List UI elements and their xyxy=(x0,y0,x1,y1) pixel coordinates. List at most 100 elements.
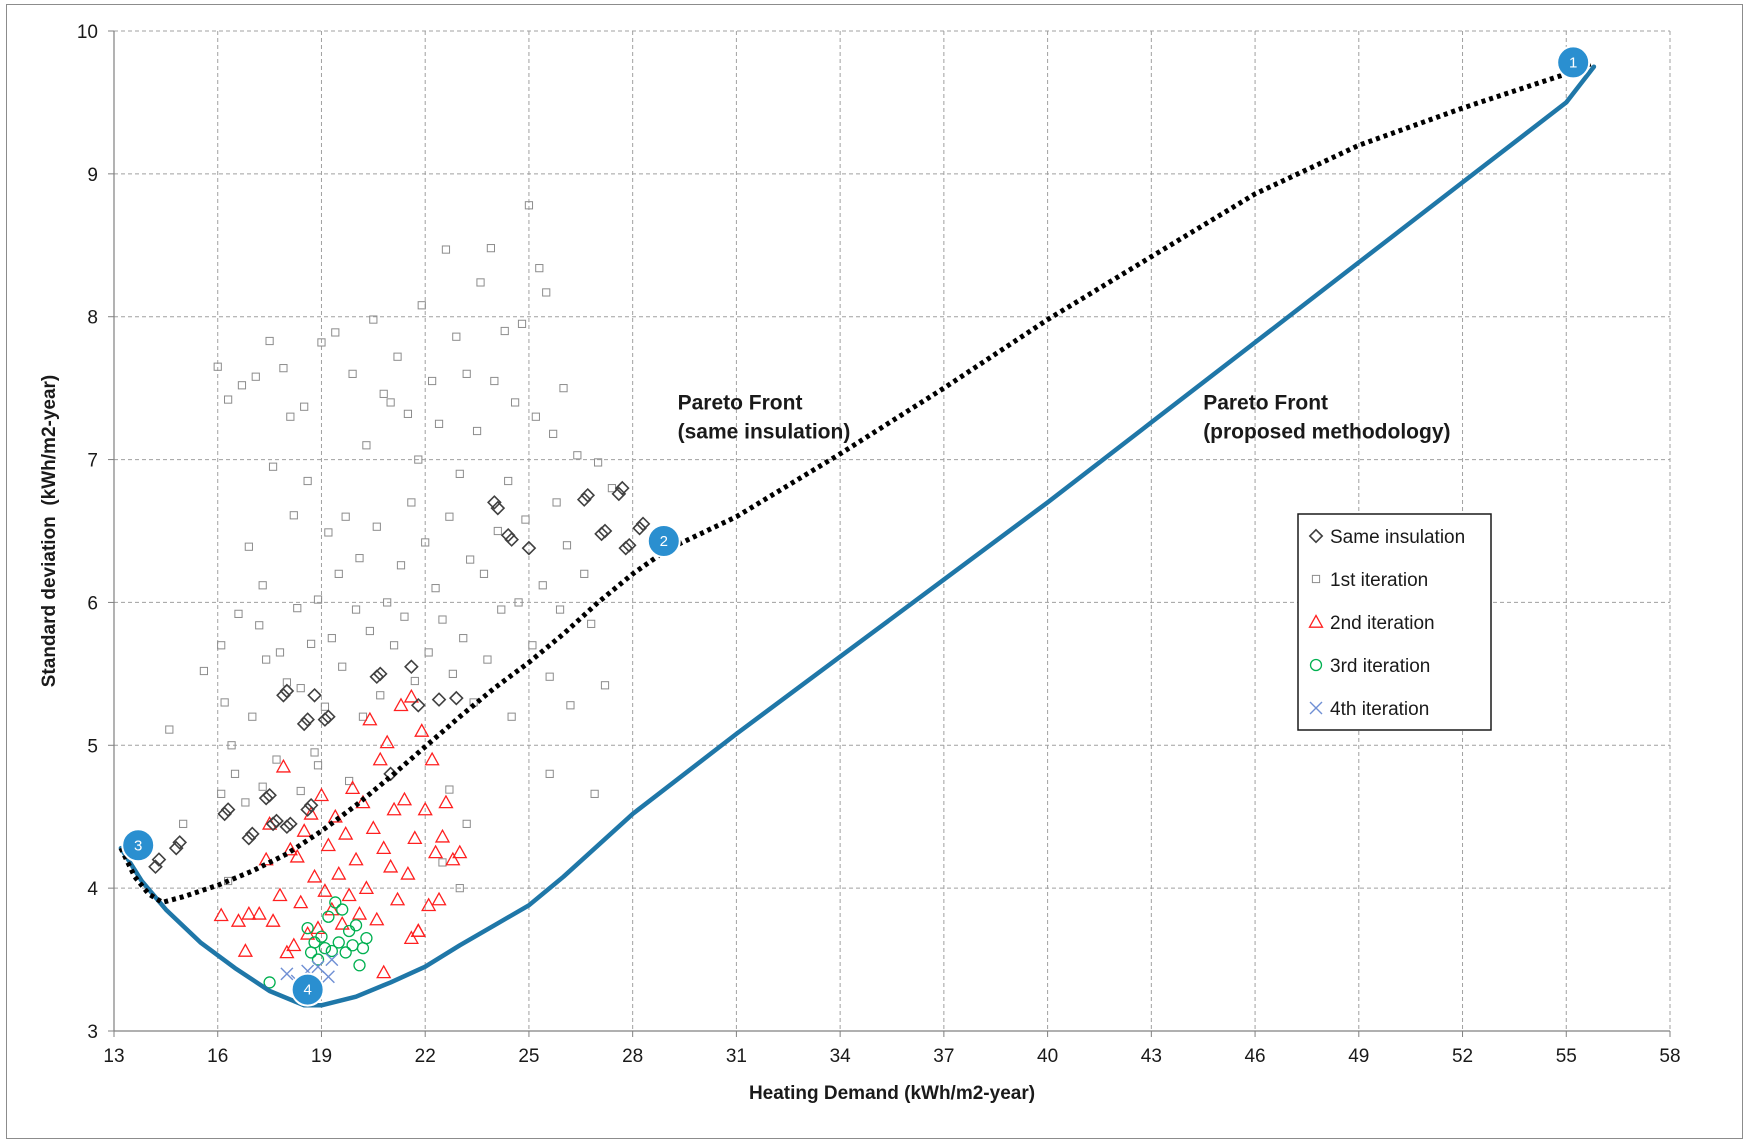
legend-label: 1st iteration xyxy=(1330,570,1428,591)
first-iteration-point xyxy=(459,634,468,643)
legend-marker xyxy=(1308,614,1324,628)
second-iteration-point xyxy=(213,907,229,922)
x-tick-label: 22 xyxy=(415,1046,436,1067)
second-iteration-point xyxy=(403,688,419,703)
pareto-front-same-insulation-line xyxy=(118,61,1592,905)
same-insulation-point xyxy=(635,516,651,532)
legend-label: 3rd iteration xyxy=(1330,656,1430,677)
first-iteration-point xyxy=(289,511,298,520)
first-iteration-point xyxy=(441,245,451,254)
first-iteration-point xyxy=(220,698,229,707)
fourth-iteration-point xyxy=(321,970,335,984)
first-iteration-point xyxy=(310,748,319,757)
pareto-annotation-title: Pareto Front xyxy=(1203,392,1328,415)
badge-label: 3 xyxy=(134,837,142,854)
first-iteration-point xyxy=(300,402,309,411)
second-iteration-point xyxy=(365,820,381,834)
first-iteration-point xyxy=(275,648,285,657)
first-iteration-point xyxy=(587,619,596,628)
first-iteration-point xyxy=(504,476,513,486)
x-tick-label: 52 xyxy=(1452,1046,1473,1067)
first-iteration-point xyxy=(348,369,357,378)
x-tick-label: 16 xyxy=(207,1046,228,1067)
same-insulation-point xyxy=(576,492,592,507)
same-insulation-point xyxy=(490,500,506,516)
same-insulation-point xyxy=(276,687,291,703)
third-iteration-point xyxy=(263,976,276,989)
same-insulation-point xyxy=(410,697,426,713)
x-tick-label: 55 xyxy=(1556,1046,1577,1067)
first-iteration-point xyxy=(217,789,226,798)
first-iteration-point xyxy=(255,621,264,630)
first-iteration-point xyxy=(265,336,274,346)
second-iteration-point xyxy=(241,906,257,920)
first-iteration-point xyxy=(580,569,589,578)
second-iteration-point xyxy=(275,758,292,773)
same-insulation-point xyxy=(241,830,257,846)
same-insulation-point xyxy=(269,813,284,829)
first-iteration-point xyxy=(306,639,316,648)
first-iteration-point xyxy=(431,584,440,593)
second-iteration-point xyxy=(265,913,281,927)
first-iteration-point xyxy=(476,278,485,287)
first-iteration-point xyxy=(400,612,409,621)
third-iteration-point xyxy=(339,946,352,959)
first-iteration-point xyxy=(531,412,540,421)
first-iteration-point xyxy=(538,581,547,590)
first-iteration-point xyxy=(545,672,554,681)
second-iteration-point xyxy=(369,911,385,926)
first-iteration-point xyxy=(542,288,551,297)
series-first-iteration xyxy=(165,201,617,893)
first-iteration-point xyxy=(286,412,295,421)
second-iteration-point xyxy=(358,880,375,894)
y-tick-label: 9 xyxy=(87,165,98,186)
same-insulation-point xyxy=(369,669,385,685)
first-iteration-point xyxy=(424,648,433,657)
legend-label: 2nd iteration xyxy=(1330,613,1435,634)
same-insulation-point xyxy=(594,526,609,542)
first-iteration-point xyxy=(552,498,561,507)
second-iteration-point xyxy=(376,964,392,979)
point-badge-4: 4 xyxy=(290,972,325,1007)
second-iteration-point xyxy=(400,866,416,880)
first-iteration-point xyxy=(535,264,544,273)
same-insulation-point xyxy=(172,835,188,850)
second-iteration-point xyxy=(417,801,433,816)
first-iteration-point xyxy=(224,395,233,404)
point-badge-2: 2 xyxy=(646,524,681,558)
first-iteration-point xyxy=(341,512,350,521)
first-iteration-point xyxy=(445,785,454,794)
x-tick-label: 49 xyxy=(1348,1046,1369,1067)
second-iteration-point xyxy=(237,943,254,957)
legend-box xyxy=(1297,513,1492,731)
second-iteration-point xyxy=(327,808,343,823)
y-tick-label: 6 xyxy=(87,593,98,614)
same-insulation-point xyxy=(521,540,537,556)
same-insulation-point xyxy=(168,840,184,856)
first-iteration-point xyxy=(313,761,323,770)
second-iteration-point xyxy=(341,887,357,902)
first-iteration-point xyxy=(365,626,374,636)
second-iteration-point xyxy=(289,848,305,863)
y-tick-label: 4 xyxy=(87,879,98,900)
third-iteration-point xyxy=(318,941,332,955)
first-iteration-point xyxy=(600,681,610,690)
y-tick-label: 5 xyxy=(87,736,98,757)
first-iteration-point xyxy=(517,319,527,328)
first-iteration-point xyxy=(396,561,406,570)
second-iteration-point xyxy=(383,858,399,873)
first-iteration-point xyxy=(466,555,475,564)
pareto-front-proposed-line xyxy=(118,64,1597,1008)
first-iteration-point xyxy=(293,604,302,613)
first-iteration-point xyxy=(528,641,537,650)
badge-circle xyxy=(290,972,325,1007)
second-iteration-point xyxy=(317,883,333,897)
first-iteration-point xyxy=(213,362,222,371)
first-iteration-point xyxy=(324,528,333,537)
first-iteration-point xyxy=(389,641,399,650)
second-iteration-point xyxy=(324,901,340,916)
second-iteration-point xyxy=(279,944,295,959)
second-iteration-point xyxy=(310,920,326,934)
second-iteration-point xyxy=(414,723,430,737)
second-iteration-point xyxy=(230,913,247,927)
